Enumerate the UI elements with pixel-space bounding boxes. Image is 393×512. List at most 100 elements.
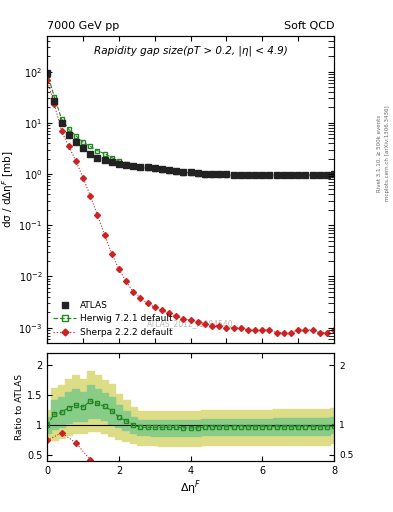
- Sherpa 2.2.2 default: [73, 158, 78, 164]
- Herwig 7.2.1 default: [52, 94, 57, 100]
- Text: Soft QCD: Soft QCD: [284, 20, 334, 31]
- Sherpa 2.2.2 default: [210, 323, 215, 329]
- ATLAS: [231, 172, 236, 178]
- ATLAS: [310, 172, 315, 178]
- Herwig 7.2.1 default: [288, 172, 293, 178]
- Y-axis label: Ratio to ATLAS: Ratio to ATLAS: [15, 374, 24, 440]
- Sherpa 2.2.2 default: [217, 323, 222, 329]
- ATLAS: [325, 172, 329, 178]
- Text: Rivet 3.1.10, ≥ 500k events: Rivet 3.1.10, ≥ 500k events: [377, 115, 382, 192]
- ATLAS: [52, 98, 57, 104]
- Herwig 7.2.1 default: [88, 143, 93, 149]
- Sherpa 2.2.2 default: [124, 279, 129, 285]
- Herwig 7.2.1 default: [152, 166, 157, 172]
- Line: Herwig 7.2.1 default: Herwig 7.2.1 default: [45, 70, 336, 178]
- Sherpa 2.2.2 default: [288, 330, 293, 336]
- ATLAS: [160, 166, 164, 172]
- ATLAS: [95, 155, 100, 161]
- ATLAS: [81, 145, 85, 151]
- ATLAS: [66, 132, 71, 138]
- ATLAS: [131, 163, 136, 169]
- Herwig 7.2.1 default: [124, 160, 129, 166]
- Sherpa 2.2.2 default: [59, 127, 64, 134]
- Sherpa 2.2.2 default: [231, 325, 236, 331]
- Sherpa 2.2.2 default: [296, 327, 301, 333]
- Text: Rapidity gap size(pT > 0.2, |η| < 4.9): Rapidity gap size(pT > 0.2, |η| < 4.9): [94, 45, 288, 56]
- Sherpa 2.2.2 default: [260, 327, 265, 333]
- Sherpa 2.2.2 default: [188, 317, 193, 323]
- ATLAS: [281, 172, 286, 178]
- Sherpa 2.2.2 default: [181, 315, 186, 322]
- Herwig 7.2.1 default: [246, 172, 250, 178]
- Herwig 7.2.1 default: [203, 172, 208, 178]
- Sherpa 2.2.2 default: [116, 266, 121, 272]
- ATLAS: [210, 171, 215, 177]
- Sherpa 2.2.2 default: [81, 175, 85, 181]
- Sherpa 2.2.2 default: [317, 330, 322, 336]
- Sherpa 2.2.2 default: [303, 327, 308, 333]
- Sherpa 2.2.2 default: [246, 327, 250, 333]
- Sherpa 2.2.2 default: [253, 327, 257, 333]
- Text: mcplots.cern.ch [arXiv:1306.3436]: mcplots.cern.ch [arXiv:1306.3436]: [385, 106, 389, 201]
- Sherpa 2.2.2 default: [95, 211, 100, 218]
- ATLAS: [152, 165, 157, 172]
- Herwig 7.2.1 default: [317, 172, 322, 178]
- ATLAS: [246, 172, 250, 178]
- Herwig 7.2.1 default: [188, 170, 193, 176]
- ATLAS: [317, 172, 322, 178]
- Herwig 7.2.1 default: [274, 172, 279, 178]
- Herwig 7.2.1 default: [95, 147, 100, 154]
- Herwig 7.2.1 default: [131, 163, 136, 169]
- Sherpa 2.2.2 default: [310, 327, 315, 333]
- ATLAS: [181, 168, 186, 175]
- ATLAS: [267, 172, 272, 178]
- Sherpa 2.2.2 default: [274, 330, 279, 336]
- Sherpa 2.2.2 default: [224, 325, 229, 331]
- Sherpa 2.2.2 default: [52, 101, 57, 108]
- Herwig 7.2.1 default: [332, 172, 336, 178]
- ATLAS: [174, 168, 179, 174]
- Herwig 7.2.1 default: [267, 172, 272, 178]
- ATLAS: [167, 167, 171, 173]
- ATLAS: [303, 172, 308, 178]
- Sherpa 2.2.2 default: [45, 76, 50, 82]
- ATLAS: [332, 171, 336, 177]
- Herwig 7.2.1 default: [296, 172, 301, 178]
- Herwig 7.2.1 default: [109, 155, 114, 161]
- Sherpa 2.2.2 default: [160, 307, 164, 313]
- Legend: ATLAS, Herwig 7.2.1 default, Sherpa 2.2.2 default: ATLAS, Herwig 7.2.1 default, Sherpa 2.2.…: [51, 299, 174, 338]
- Line: ATLAS: ATLAS: [44, 70, 337, 178]
- Herwig 7.2.1 default: [45, 70, 50, 76]
- Sherpa 2.2.2 default: [267, 327, 272, 333]
- Sherpa 2.2.2 default: [167, 310, 171, 316]
- Herwig 7.2.1 default: [325, 172, 329, 178]
- ATLAS: [274, 172, 279, 178]
- Herwig 7.2.1 default: [231, 172, 236, 178]
- Herwig 7.2.1 default: [224, 172, 229, 178]
- ATLAS: [288, 172, 293, 178]
- Sherpa 2.2.2 default: [131, 289, 136, 295]
- ATLAS: [224, 172, 229, 178]
- Herwig 7.2.1 default: [303, 172, 308, 178]
- ATLAS: [296, 172, 301, 178]
- ATLAS: [239, 172, 243, 178]
- Sherpa 2.2.2 default: [174, 313, 179, 319]
- Herwig 7.2.1 default: [59, 116, 64, 122]
- Herwig 7.2.1 default: [181, 169, 186, 176]
- Sherpa 2.2.2 default: [109, 250, 114, 257]
- Sherpa 2.2.2 default: [88, 193, 93, 199]
- ATLAS: [109, 159, 114, 165]
- ATLAS: [116, 160, 121, 166]
- Sherpa 2.2.2 default: [138, 295, 143, 301]
- Herwig 7.2.1 default: [239, 172, 243, 178]
- ATLAS: [188, 169, 193, 175]
- ATLAS: [59, 120, 64, 126]
- Sherpa 2.2.2 default: [152, 304, 157, 310]
- Herwig 7.2.1 default: [310, 172, 315, 178]
- ATLAS: [45, 70, 50, 76]
- Text: 7000 GeV pp: 7000 GeV pp: [47, 20, 119, 31]
- Sherpa 2.2.2 default: [195, 319, 200, 325]
- ATLAS: [73, 139, 78, 145]
- Herwig 7.2.1 default: [66, 126, 71, 132]
- ATLAS: [217, 172, 222, 178]
